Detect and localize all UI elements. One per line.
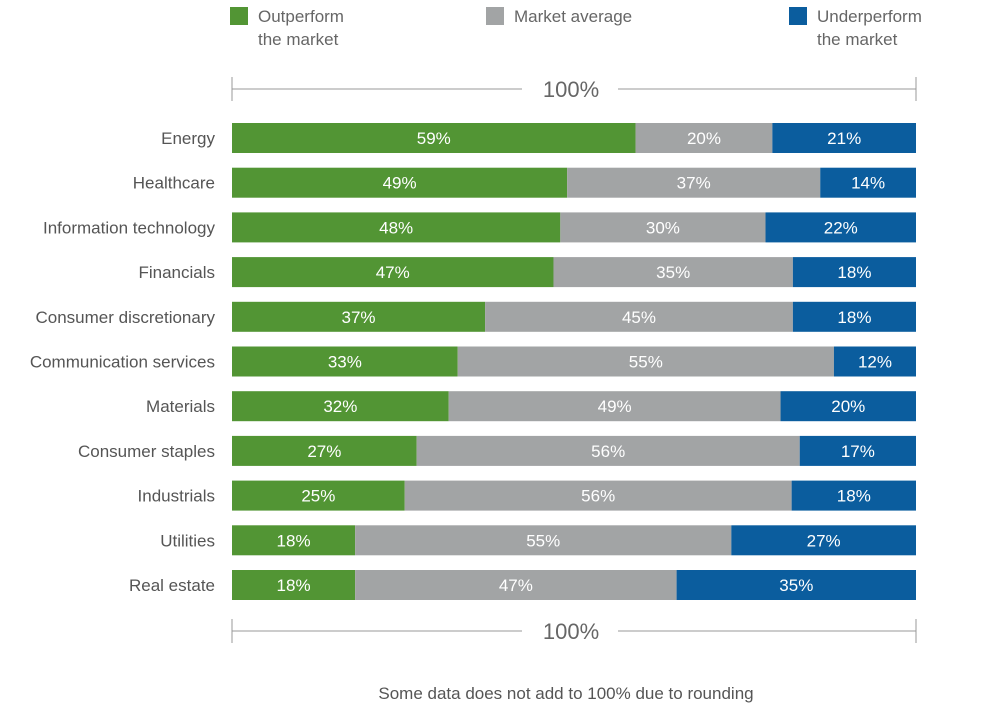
bar-segment-series-1 (448, 391, 781, 422)
bar-value-label: 48% (379, 218, 413, 237)
bar-value-label: 18% (277, 531, 311, 550)
bar-segment-series-0 (232, 301, 486, 332)
bar-value-label: 56% (591, 442, 625, 461)
legend-market-average: Market average (486, 5, 632, 28)
bar-segment-series-0 (232, 212, 561, 243)
legend-label-underperform: Underperform the market (817, 7, 922, 49)
bar-segment-series-2 (676, 570, 916, 600)
scale-top-label: 100% (543, 77, 599, 102)
bar-value-label: 12% (858, 353, 892, 372)
category-label: Industrials (138, 487, 215, 506)
bar-value-label: 47% (376, 263, 410, 282)
bar-value-label: 20% (831, 397, 865, 416)
category-label: Financials (138, 263, 215, 282)
category-label: Healthcare (133, 174, 215, 193)
legend-swatch-outperform (230, 7, 248, 25)
bar-segment-series-1 (457, 346, 834, 377)
category-label: Materials (146, 397, 215, 416)
bar-segment-series-1 (485, 301, 793, 332)
bar-value-label: 56% (581, 487, 615, 506)
bar-value-label: 18% (837, 263, 871, 282)
scale-bottom-label: 100% (543, 619, 599, 644)
bar-segment-series-0 (232, 391, 449, 422)
bar-value-label: 17% (841, 442, 875, 461)
legend-underperform: Underperform the market (789, 5, 922, 51)
legend-swatch-market-average (486, 7, 504, 25)
bar-value-label: 55% (629, 353, 663, 372)
legend-swatch-underperform (789, 7, 807, 25)
bar-value-label: 35% (656, 263, 690, 282)
category-label: Real estate (129, 576, 215, 595)
bar-segment-series-0 (232, 435, 417, 466)
bar-segment-series-2 (792, 301, 916, 332)
bar-value-label: 14% (851, 174, 885, 193)
bar-segment-series-0 (232, 480, 405, 511)
bar-segment-series-1 (355, 570, 677, 600)
bar-segment-series-1 (560, 212, 766, 243)
bar-segment-series-1 (635, 123, 773, 153)
bar-segment-series-1 (567, 167, 821, 198)
category-label: Information technology (43, 218, 215, 237)
bar-segment-series-2 (772, 123, 916, 153)
bar-value-label: 37% (677, 174, 711, 193)
bar-value-label: 45% (622, 308, 656, 327)
bar-segment-series-1 (355, 525, 732, 556)
legend-label-outperform: Outperform the market (258, 7, 344, 49)
bar-value-label: 59% (417, 129, 451, 148)
legend-outperform: Outperform the market (230, 5, 344, 51)
legend-label-market-average: Market average (514, 7, 633, 26)
bar-value-label: 49% (383, 174, 417, 193)
bar-value-label: 27% (307, 442, 341, 461)
bar-segment-series-0 (232, 346, 458, 377)
bar-value-label: 18% (837, 487, 871, 506)
bar-value-label: 27% (807, 531, 841, 550)
category-label: Energy (161, 129, 215, 148)
category-label: Utilities (160, 531, 215, 550)
bar-value-label: 47% (499, 576, 533, 595)
bar-value-label: 25% (301, 487, 335, 506)
bar-segment-series-2 (799, 435, 916, 466)
category-label: Communication services (30, 353, 215, 372)
bar-value-label: 33% (328, 353, 362, 372)
bar-segment-series-0 (232, 570, 356, 600)
bar-value-label: 30% (646, 218, 680, 237)
bar-value-label: 18% (837, 308, 871, 327)
bar-segment-series-1 (404, 480, 792, 511)
category-label: Consumer staples (78, 442, 215, 461)
bar-segment-series-2 (765, 212, 916, 243)
bar-segment-series-0 (232, 525, 356, 556)
bar-segment-series-2 (820, 167, 916, 198)
bar-segment-series-1 (553, 257, 793, 288)
bar-value-label: 18% (277, 576, 311, 595)
footnote: Some data does not add to 100% due to ro… (378, 684, 754, 703)
bar-segment-series-0 (232, 123, 636, 153)
bar-value-label: 55% (526, 531, 560, 550)
bar-segment-series-2 (731, 525, 916, 556)
bar-value-label: 22% (824, 218, 858, 237)
bar-segment-series-2 (833, 346, 916, 377)
bar-segment-series-0 (232, 257, 554, 288)
bar-value-label: 20% (687, 129, 721, 148)
bar-segment-series-2 (780, 391, 916, 422)
bar-value-label: 49% (598, 397, 632, 416)
category-label: Consumer discretionary (35, 308, 215, 327)
bar-value-label: 32% (323, 397, 357, 416)
bar-value-label: 21% (827, 129, 861, 148)
bar-segment-series-0 (232, 167, 568, 198)
bar-segment-series-2 (791, 480, 916, 511)
bar-segment-series-1 (416, 435, 800, 466)
bar-segment-series-2 (792, 257, 916, 288)
bar-value-label: 37% (342, 308, 376, 327)
bar-value-label: 35% (779, 576, 813, 595)
